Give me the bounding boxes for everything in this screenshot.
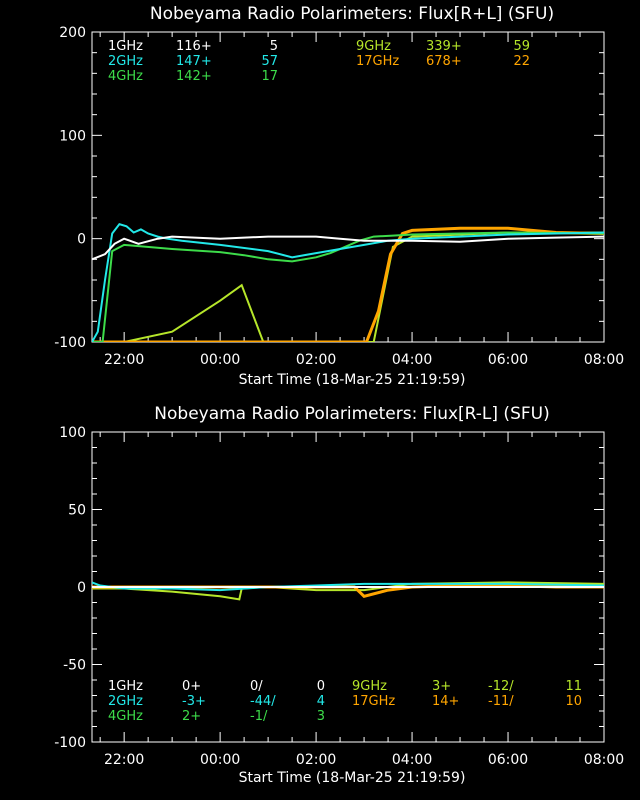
legend-value: 59: [513, 39, 530, 54]
legend-ratio: -12/: [488, 679, 514, 694]
legend-offset: 339+: [426, 39, 462, 54]
y-tick-label: -100: [54, 335, 86, 351]
legend-freq: 1GHz: [108, 679, 143, 694]
legend-offset: 14+: [432, 694, 459, 709]
legend-offset: 0+: [182, 679, 201, 694]
chart-title: Nobeyama Radio Polarimeters: Flux[R-L] (…: [154, 404, 549, 424]
legend-offset: 678+: [426, 54, 462, 69]
y-tick-label: -50: [63, 658, 86, 674]
x-axis-label: Start Time (18-Mar-25 21:19:59): [239, 372, 466, 388]
panel-flux-diff: Nobeyama Radio Polarimeters: Flux[R-L] (…: [54, 404, 624, 786]
legend-value: 0: [317, 679, 325, 694]
legend-value: 10: [565, 694, 582, 709]
legend-freq: 9GHz: [352, 679, 387, 694]
legend-freq: 17GHz: [356, 54, 399, 69]
legend-freq: 4GHz: [108, 709, 143, 724]
legend-value: 17: [261, 69, 278, 84]
legend-entry: 4GHz 142+ 17: [108, 69, 278, 84]
legend-offset: 116+: [176, 39, 212, 54]
x-axis-label: Start Time (18-Mar-25 21:19:59): [239, 770, 466, 786]
y-tick-label: 200: [59, 25, 86, 41]
x-tick-label: 00:00: [200, 352, 240, 368]
legend-ratio: -1/: [250, 709, 268, 724]
legend-value: 5: [270, 39, 278, 54]
legend-ratio: 0/: [250, 679, 263, 694]
y-tick-label: -100: [54, 735, 86, 751]
x-tick-label: 06:00: [488, 752, 528, 768]
plot-frame: [91, 31, 605, 343]
x-axis: 22:00 00:00 02:00 04:00 06:00 08:00: [99, 32, 624, 368]
x-tick-label: 02:00: [296, 752, 336, 768]
series-clip: [92, 581, 604, 601]
x-tick-label: 00:00: [200, 752, 240, 768]
series-group: [92, 223, 604, 342]
legend-ratio: -11/: [488, 694, 514, 709]
legend-entry: 1GHz 116+ 5: [108, 39, 278, 54]
legend-freq: 2GHz: [108, 694, 143, 709]
series-line-f2ghz: [92, 223, 604, 342]
series-line-f4ghz: [92, 231, 604, 342]
legend-offset: 147+: [176, 54, 212, 69]
series-line-f1ghz: [92, 235, 604, 261]
legend-offset: 142+: [176, 69, 212, 84]
y-axis: -100 0 100 200: [54, 25, 604, 351]
x-axis: 22:00 00:00 02:00 04:00 06:00 08:00: [99, 432, 624, 768]
legend-value: 22: [513, 54, 530, 69]
chart-title: Nobeyama Radio Polarimeters: Flux[R+L] (…: [150, 4, 554, 24]
y-tick-label: 50: [68, 503, 86, 519]
x-tick-label: 02:00: [296, 352, 336, 368]
legend-entry: 2GHz 147+ 57: [108, 54, 278, 69]
legend-freq: 4GHz: [108, 69, 143, 84]
legend-value: 57: [261, 54, 278, 69]
legend-entry: 17GHz 678+ 22: [356, 54, 530, 69]
y-tick-label: 100: [59, 128, 86, 144]
legend-entry: 9GHz 339+ 59: [356, 39, 530, 54]
legend-freq: 1GHz: [108, 39, 143, 54]
legend: 1GHz 0+ 0/0 2GHz -3+ -44/4 4GHz 2+ -1/3 9GHz 3+ -12…: [108, 679, 582, 724]
x-tick-label: 08:00: [584, 752, 624, 768]
legend-entry: 4GHz 2+ -1/3: [108, 709, 325, 724]
legend-entry: 9GHz 3+ -12/11: [352, 679, 582, 694]
panel-flux-sum: Nobeyama Radio Polarimeters: Flux[R+L] (…: [54, 4, 624, 388]
legend-freq: 9GHz: [356, 39, 391, 54]
legend-freq: 2GHz: [108, 54, 143, 69]
legend-entry: 2GHz -3+ -44/4: [108, 694, 325, 709]
x-tick-label: 22:00: [104, 752, 144, 768]
series-group: [92, 581, 604, 601]
x-tick-label: 04:00: [392, 752, 432, 768]
x-tick-label: 22:00: [104, 352, 144, 368]
legend-freq: 17GHz: [352, 694, 395, 709]
series-clip: [92, 223, 604, 342]
legend-entry: 17GHz 14+ -11/10: [352, 694, 582, 709]
legend-value: 3: [317, 709, 325, 724]
legend-value: 4: [317, 694, 325, 709]
legend-ratio: -44/: [250, 694, 276, 709]
y-tick-label: 0: [77, 580, 86, 596]
legend-offset: 2+: [182, 709, 201, 724]
x-tick-label: 06:00: [488, 352, 528, 368]
legend-offset: -3+: [182, 694, 206, 709]
legend-entry: 1GHz 0+ 0/0: [108, 679, 325, 694]
x-tick-label: 04:00: [392, 352, 432, 368]
y-tick-label: 100: [59, 425, 86, 441]
series-line-f17ghz: [92, 226, 604, 342]
legend-offset: 3+: [432, 679, 451, 694]
legend-value: 11: [565, 679, 582, 694]
x-tick-label: 08:00: [584, 352, 624, 368]
y-tick-label: 0: [77, 232, 86, 248]
